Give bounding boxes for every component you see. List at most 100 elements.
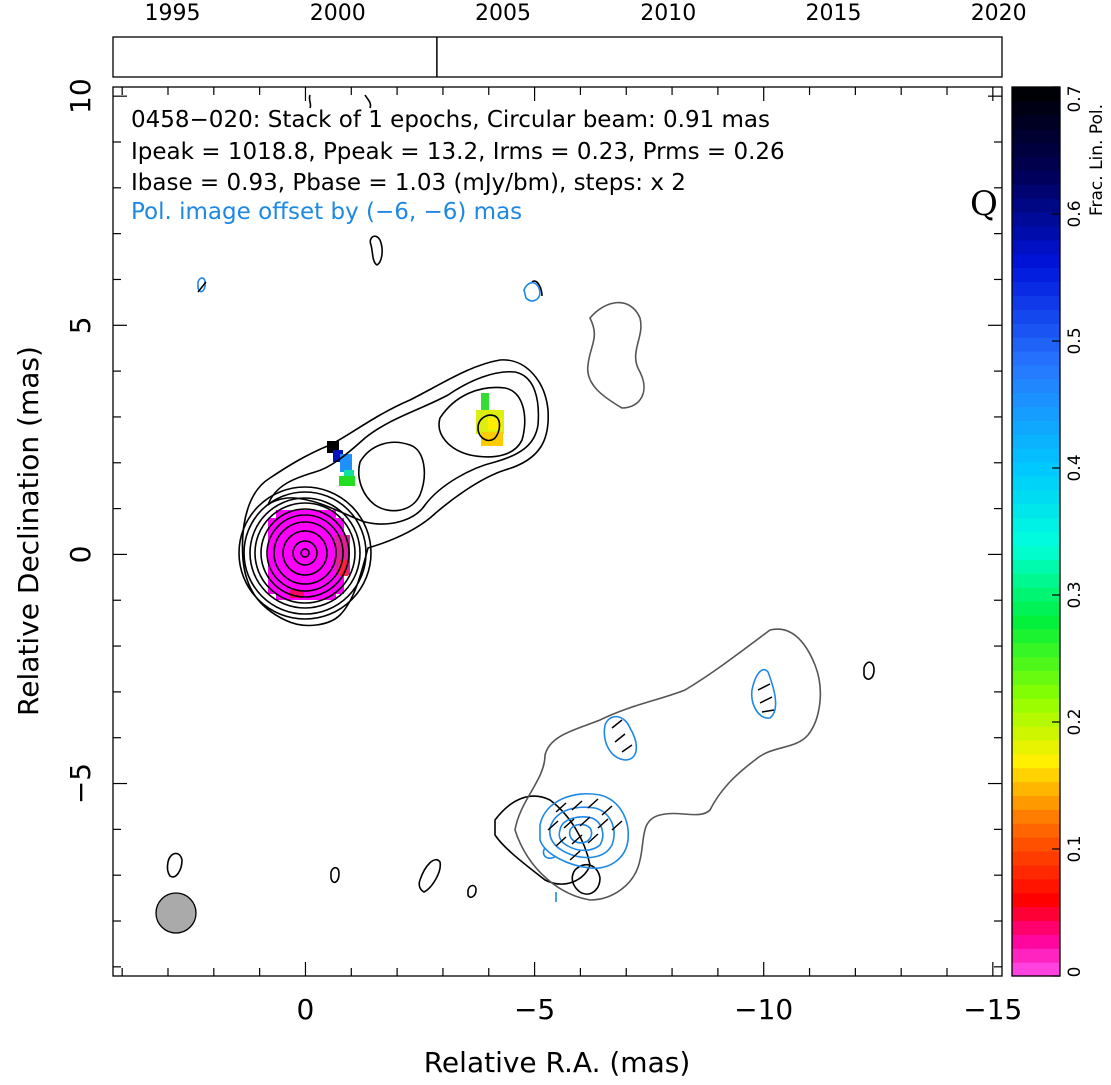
- colorbar-band: [1012, 323, 1060, 338]
- colorbar-tick-label: 0.4: [1065, 454, 1085, 481]
- colorbar-band: [1012, 239, 1060, 255]
- colorbar-band: [1012, 128, 1060, 144]
- colorbar-band: [1012, 809, 1060, 824]
- colorbar-band: [1012, 906, 1060, 922]
- colorbar-band: [1012, 142, 1060, 158]
- colorbar-band: [1012, 198, 1060, 213]
- colorbar-band: [1012, 531, 1060, 546]
- x-tick-label: 0: [297, 993, 315, 1026]
- colorbar-tick-label: 0.1: [1065, 835, 1085, 862]
- colorbar-tick-label: 0.2: [1065, 708, 1085, 735]
- colorbar-band: [1012, 934, 1060, 949]
- plot-frame: [112, 86, 1003, 977]
- colorbar-band: [1012, 725, 1060, 741]
- colorbar-band: [1012, 156, 1060, 171]
- x-axis-label: Relative R.A. (mas): [424, 1046, 691, 1079]
- colorbar-tick-label: 0.5: [1065, 327, 1085, 354]
- colorbar-band: [1012, 767, 1060, 783]
- colorbar-band: [1012, 795, 1060, 810]
- colorbar-band: [1012, 573, 1060, 588]
- colorbar-band: [1012, 392, 1060, 408]
- colorbar-band: [1012, 87, 1060, 102]
- colorbar-band: [1012, 448, 1060, 463]
- x-tick-label: −15: [963, 993, 1022, 1026]
- evpa-ticks: [197, 281, 775, 861]
- colorbar-band: [1012, 100, 1060, 116]
- colorbar-band: [1012, 434, 1060, 449]
- x-tick-label: −10: [734, 993, 793, 1026]
- pol-contours: [197, 277, 777, 902]
- colorbar-band: [1012, 587, 1060, 602]
- timeline-year-label: 2010: [640, 1, 696, 26]
- colorbar-tick-label: 0.3: [1065, 581, 1085, 608]
- colorbar-tick-label: 0.6: [1065, 200, 1085, 227]
- colorbar-band: [1012, 600, 1060, 616]
- y-axis-label: Relative Declination (mas): [12, 346, 45, 716]
- colorbar-band: [1012, 892, 1060, 908]
- colorbar-band: [1012, 962, 1060, 977]
- colorbar-band: [1012, 337, 1060, 352]
- timeline-panel: 1995 2000 2005 2010 2015 2020: [112, 1, 1027, 78]
- colorbar-band: [1012, 878, 1060, 894]
- y-tick-label: 0: [64, 545, 97, 563]
- colorbar-band: [1012, 114, 1060, 130]
- colorbar-band: [1012, 489, 1060, 505]
- colorbar-band: [1012, 614, 1060, 630]
- colorbar-band: [1012, 864, 1060, 880]
- colorbar-band: [1012, 920, 1060, 935]
- plot-area: [113, 87, 1002, 976]
- colorbar-band: [1012, 309, 1060, 324]
- colorbar-band: [1012, 753, 1060, 769]
- colorbar-band: [1012, 628, 1060, 644]
- timeline-frame: [112, 36, 1003, 78]
- colorbar-band: [1012, 281, 1060, 296]
- colorbar-band: [1012, 212, 1060, 227]
- info-line-4: Pol. image offset by (−6, −6) mas: [131, 199, 522, 225]
- y-tick-label: 5: [64, 316, 97, 334]
- colorbar-band: [1012, 837, 1060, 852]
- colorbar-tick-label: 0.7: [1065, 85, 1085, 112]
- info-text-block: 0458−020: Stack of 1 epochs, Circular be…: [131, 107, 998, 225]
- colorbar-band: [1012, 253, 1060, 269]
- colorbar-band: [1012, 475, 1060, 491]
- colorbar-band: [1012, 503, 1060, 519]
- outer-contours: [514, 301, 822, 901]
- y-tick-label: −5: [64, 763, 97, 804]
- colorbar-band: [1012, 225, 1060, 241]
- colorbar-band: [1012, 850, 1060, 866]
- stokes-i-contours: [166, 94, 875, 898]
- pol-patch-jet-blue: [327, 441, 355, 486]
- colorbar-band: [1012, 517, 1060, 533]
- y-tick-label: 10: [64, 78, 97, 114]
- timeline-year-label: 2020: [971, 1, 1027, 26]
- colorbar-band: [1012, 781, 1060, 797]
- colorbar-band: [1012, 364, 1060, 380]
- colorbar-band: [1012, 698, 1060, 713]
- colorbar-frame: [1011, 86, 1061, 977]
- colorbar-band: [1012, 462, 1060, 477]
- colorbar: 0 0.1 0.2 0.3 0.4 0.5 0.6 0.7 Frac. Lin. Pol.: [1011, 85, 1107, 978]
- x-tick-label: −5: [514, 993, 555, 1026]
- colorbar-band: [1012, 170, 1060, 185]
- colorbar-band: [1012, 684, 1060, 699]
- timeline-year-label: 2015: [805, 1, 861, 26]
- timeline-year-label: 2000: [310, 1, 366, 26]
- colorbar-band: [1012, 642, 1060, 658]
- colorbar-band: [1012, 712, 1060, 727]
- colorbar-band: [1012, 823, 1060, 838]
- colorbar-band: [1012, 559, 1060, 574]
- colorbar-band: [1012, 295, 1060, 310]
- colorbar-band: [1012, 267, 1060, 283]
- axis-ticks: [113, 87, 1002, 976]
- colorbar-band: [1012, 378, 1060, 394]
- timeline-year-label: 1995: [144, 1, 200, 26]
- info-line-2: Ipeak = 1018.8, Ppeak = 13.2, Irms = 0.2…: [131, 139, 785, 165]
- colorbar-tick-label: 0: [1065, 967, 1085, 978]
- colorbar-label: Frac. Lin. Pol.: [1087, 104, 1107, 216]
- colorbar-band: [1012, 545, 1060, 560]
- timeline-year-label: 2005: [475, 1, 531, 26]
- colorbar-band: [1012, 948, 1060, 963]
- colorbar-band: [1012, 739, 1060, 755]
- beam-ellipse: [155, 892, 197, 934]
